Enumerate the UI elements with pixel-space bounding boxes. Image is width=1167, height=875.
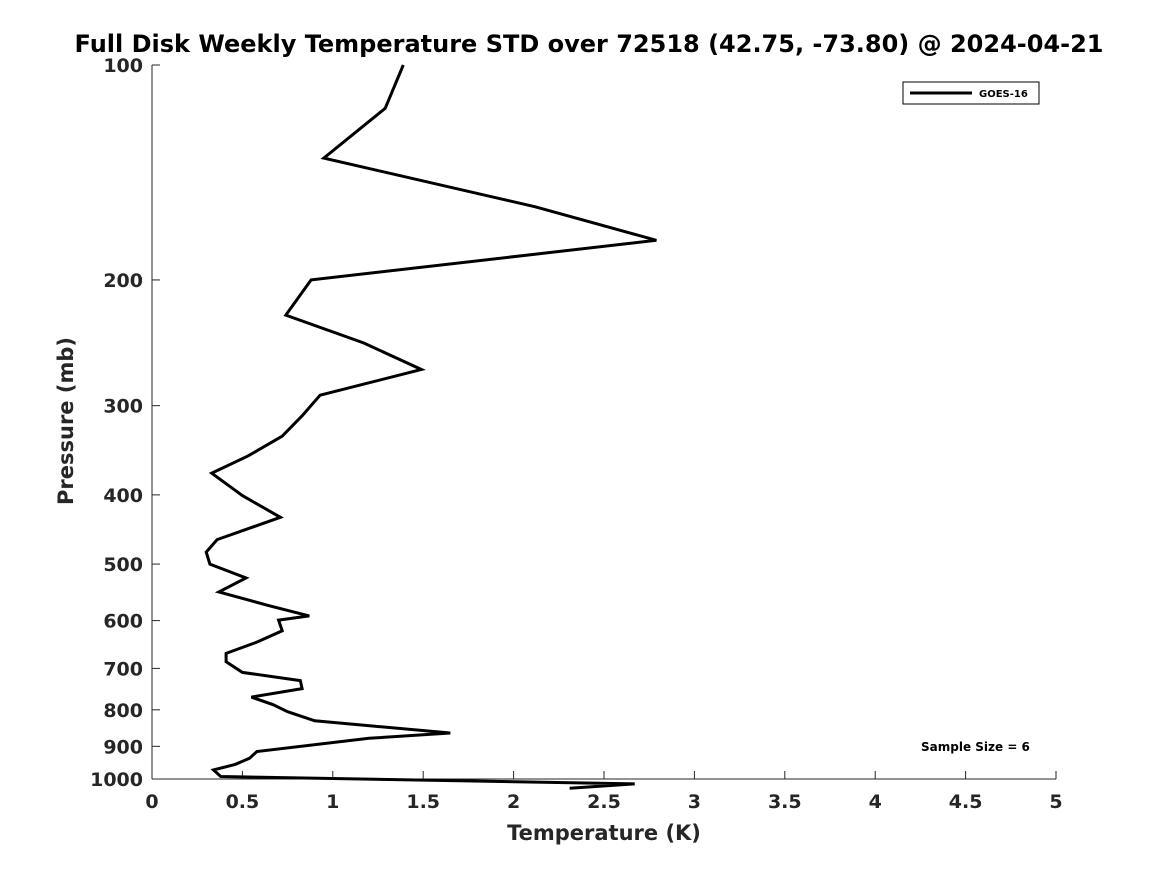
x-tick-label: 2 [507, 791, 520, 813]
y-tick-label: 700 [103, 658, 143, 680]
x-tick-label: 1 [326, 791, 339, 813]
x-tick-label: 4 [869, 791, 882, 813]
series-layer [204, 64, 657, 790]
y-tick-label: 800 [103, 700, 143, 722]
chart-title: Full Disk Weekly Temperature STD over 72… [75, 30, 1104, 58]
y-tick-label: 500 [103, 554, 143, 576]
y-tick-label: 900 [103, 736, 143, 758]
sample-size-annotation: Sample Size = 6 [921, 740, 1030, 754]
x-tick-label: 0 [145, 791, 158, 813]
x-tick-label: 2.5 [587, 791, 621, 813]
y-tick-label: 300 [103, 396, 143, 418]
series-line-goes-16 [204, 64, 657, 790]
x-tick-label: 1.5 [406, 791, 440, 813]
x-tick-label: 3.5 [768, 791, 802, 813]
plot-axes: 0 0.5 1 1.5 2 2.5 3 3.5 4 4.5 5 100 200 300 400 500 600 7… [90, 55, 1063, 813]
y-tick-label: 400 [103, 485, 143, 507]
legend-label-goes-16: GOES-16 [979, 89, 1028, 100]
y-tick-label: 600 [103, 611, 143, 633]
y-axis-label: Pressure (mb) [54, 337, 78, 505]
x-tick-label: 3 [688, 791, 701, 813]
x-tick-label: 0.5 [226, 791, 260, 813]
legend: GOES-16 [902, 81, 1040, 105]
y-tick-label: 100 [103, 55, 143, 77]
x-tick-label: 5 [1049, 791, 1062, 813]
x-tick-label: 4.5 [949, 791, 983, 813]
x-axis-label: Temperature (K) [507, 821, 701, 845]
y-tick-label: 200 [103, 270, 143, 292]
y-tick-label: 1000 [90, 769, 143, 791]
